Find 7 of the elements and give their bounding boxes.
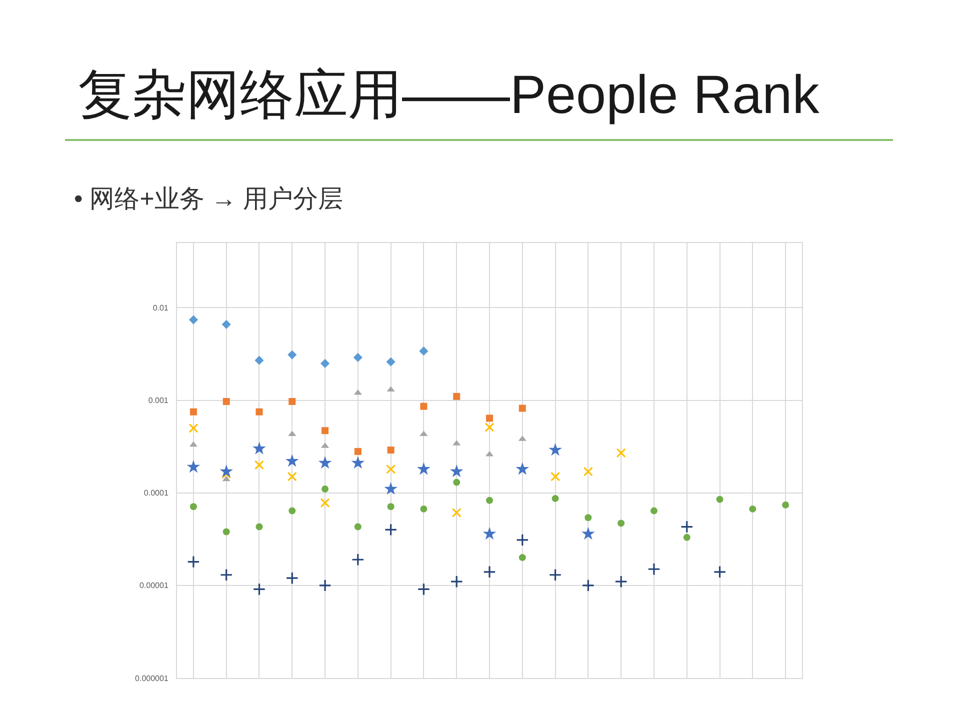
chart-title: 复杂网络应用——People Rank <box>78 64 820 126</box>
y-tick-label: 0.001 <box>148 396 169 406</box>
y-tick-label: 0.01 <box>152 304 169 313</box>
y-tick-label: 0.00001 <box>139 581 169 590</box>
y-tick-label: 0.0001 <box>144 488 169 498</box>
y-tick-label: 0.000001 <box>135 674 169 683</box>
chart-subtitle: • 网络+业务 → 用户分层 <box>74 184 344 214</box>
